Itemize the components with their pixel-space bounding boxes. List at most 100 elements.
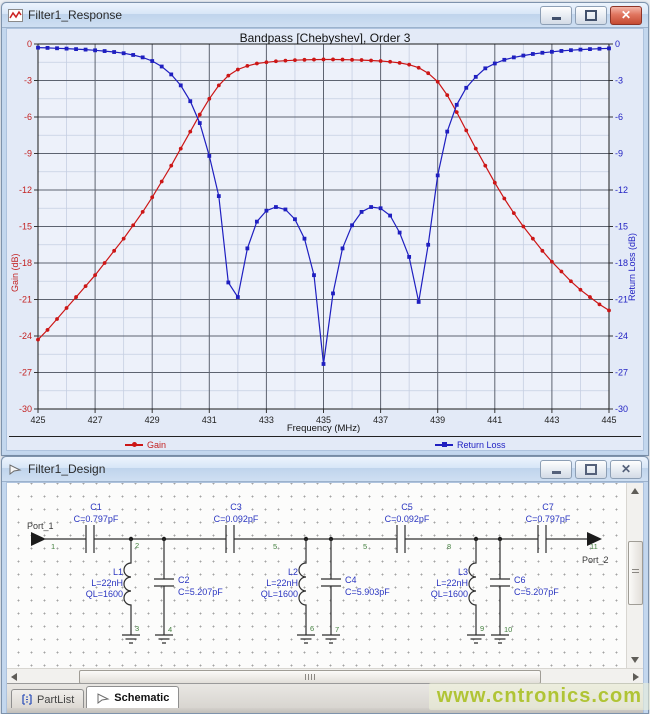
svg-text:439: 439 <box>430 415 445 425</box>
scroll-right-icon[interactable] <box>633 673 639 681</box>
close-button[interactable]: ✕ <box>610 459 642 479</box>
svg-text:-18: -18 <box>19 258 32 268</box>
svg-text:Port_1: Port_1 <box>27 521 54 531</box>
svg-text:C6: C6 <box>514 575 526 585</box>
inductor-L1[interactable]: L1 L=22nH QL=1600 3 <box>86 539 140 644</box>
capacitor-C7[interactable]: C7 C=0.797pF <box>526 502 571 553</box>
maximize-button[interactable] <box>575 459 607 479</box>
svg-text:0: 0 <box>615 39 620 49</box>
svg-text:L=22nH: L=22nH <box>436 578 468 588</box>
tab-schematic[interactable]: Schematic <box>86 686 180 709</box>
node-2: 2 <box>135 541 139 550</box>
cursor-arrow-icon <box>8 463 23 476</box>
svg-text:L3: L3 <box>458 567 468 577</box>
legend-return-loss: Return Loss <box>435 439 506 450</box>
svg-text:C3: C3 <box>230 502 242 512</box>
svg-text:427: 427 <box>88 415 103 425</box>
right-axis-label: Return Loss (dB) <box>627 232 637 301</box>
line-chart-icon <box>8 8 23 22</box>
svg-text:435: 435 <box>316 415 331 425</box>
horizontal-scrollbar[interactable] <box>7 668 643 684</box>
capacitor-C5[interactable]: C5 C=0.092pF <box>385 502 430 553</box>
port-2[interactable]: 11 Port_2 <box>582 532 609 565</box>
legend-gain-marker <box>125 442 143 447</box>
svg-text:QL=1600: QL=1600 <box>431 589 468 599</box>
inductor-L2[interactable]: L2 L=22nH QL=1600 6 <box>261 539 315 644</box>
node-5b: 5 <box>363 542 367 551</box>
svg-text:-6: -6 <box>24 112 32 122</box>
svg-text:-18: -18 <box>615 258 628 268</box>
design-titlebar[interactable]: Filter1_Design ✕ <box>2 457 648 482</box>
close-button[interactable]: ✕ <box>610 5 642 25</box>
svg-text:3: 3 <box>135 624 139 633</box>
capacitor-C6[interactable]: C6 C=5.207pF 10 <box>490 539 559 644</box>
svg-text:4: 4 <box>168 625 172 634</box>
svg-text:Port_2: Port_2 <box>582 555 609 565</box>
svg-text:C7: C7 <box>542 502 554 512</box>
tab-schematic-label: Schematic <box>114 692 170 704</box>
svg-text:-15: -15 <box>19 222 32 232</box>
port-1[interactable]: Port_1 1 <box>27 521 55 551</box>
svg-text:7: 7 <box>335 625 339 634</box>
svg-text:-21: -21 <box>19 295 32 305</box>
vertical-scrollbar[interactable] <box>626 483 643 668</box>
minimize-button[interactable] <box>540 5 572 25</box>
svg-text:L1: L1 <box>113 567 123 577</box>
svg-text:C4: C4 <box>345 575 357 585</box>
legend-gain: Gain <box>125 439 167 450</box>
svg-text:C=5.207pF: C=5.207pF <box>514 587 559 597</box>
response-window-title: Filter1_Response <box>28 8 123 22</box>
schematic-svg: Port_1 1 C1 C=0.797pF 2 <box>27 502 609 644</box>
svg-text:429: 429 <box>145 415 160 425</box>
chart-area: 425 427 429 431 433 435 437 439 441 443 445 -30 -30-… <box>6 28 644 451</box>
svg-text:0: 0 <box>27 39 32 49</box>
svg-text:QL=1600: QL=1600 <box>261 589 298 599</box>
inductor-L3[interactable]: L3 L=22nH QL=1600 9 <box>431 539 485 644</box>
svg-text:-27: -27 <box>19 368 32 378</box>
svg-text:445: 445 <box>601 415 616 425</box>
legend-gain-label: Gain <box>147 440 167 450</box>
maximize-button[interactable] <box>575 5 607 25</box>
svg-text:C2: C2 <box>178 575 190 585</box>
svg-text:C=5.903pF: C=5.903pF <box>345 587 390 597</box>
svg-text:437: 437 <box>373 415 388 425</box>
svg-text:-15: -15 <box>615 222 628 232</box>
horizontal-scroll-thumb[interactable] <box>79 670 541 684</box>
svg-text:10: 10 <box>504 625 512 634</box>
svg-text:-3: -3 <box>615 76 623 86</box>
node-8: 8 <box>447 542 451 551</box>
cursor-arrow-icon <box>97 693 110 704</box>
svg-text:C=5.207pF: C=5.207pF <box>178 587 223 597</box>
scroll-up-icon[interactable] <box>631 488 639 494</box>
capacitor-C2[interactable]: C2 C=5.207pF 4 <box>154 539 223 644</box>
tab-partlist[interactable]: PartList <box>11 689 85 709</box>
svg-text:C5: C5 <box>401 502 413 512</box>
svg-text:-9: -9 <box>615 149 623 159</box>
svg-text:-27: -27 <box>615 368 628 378</box>
design-window: Filter1_Design ✕ Port_1 1 <box>1 456 649 714</box>
svg-text:L=22nH: L=22nH <box>91 578 123 588</box>
svg-text:-9: -9 <box>24 149 32 159</box>
legend-return-loss-label: Return Loss <box>457 440 506 450</box>
svg-text:-21: -21 <box>615 295 628 305</box>
capacitor-C3[interactable]: C3 C=0.092pF <box>214 502 259 553</box>
list-icon <box>22 694 32 705</box>
svg-text:C=0.092pF: C=0.092pF <box>214 514 259 524</box>
node-5: 5 <box>273 542 277 551</box>
legend-separator <box>9 436 641 437</box>
svg-text:L2: L2 <box>288 567 298 577</box>
schematic-canvas[interactable]: Port_1 1 C1 C=0.797pF 2 <box>7 483 627 668</box>
minimize-button[interactable] <box>540 459 572 479</box>
capacitor-C4[interactable]: C4 C=5.903pF 7 <box>321 539 390 644</box>
svg-text:L=22nH: L=22nH <box>266 578 298 588</box>
capacitor-C1[interactable]: C1 C=0.797pF <box>74 502 119 553</box>
vertical-scroll-thumb[interactable] <box>628 541 643 605</box>
scroll-left-icon[interactable] <box>11 673 17 681</box>
svg-text:1: 1 <box>51 542 55 551</box>
svg-text:11: 11 <box>590 542 598 551</box>
response-titlebar[interactable]: Filter1_Response ✕ <box>2 3 648 28</box>
svg-text:-24: -24 <box>615 331 628 341</box>
svg-text:-30: -30 <box>615 404 628 414</box>
scroll-down-icon[interactable] <box>631 657 639 663</box>
